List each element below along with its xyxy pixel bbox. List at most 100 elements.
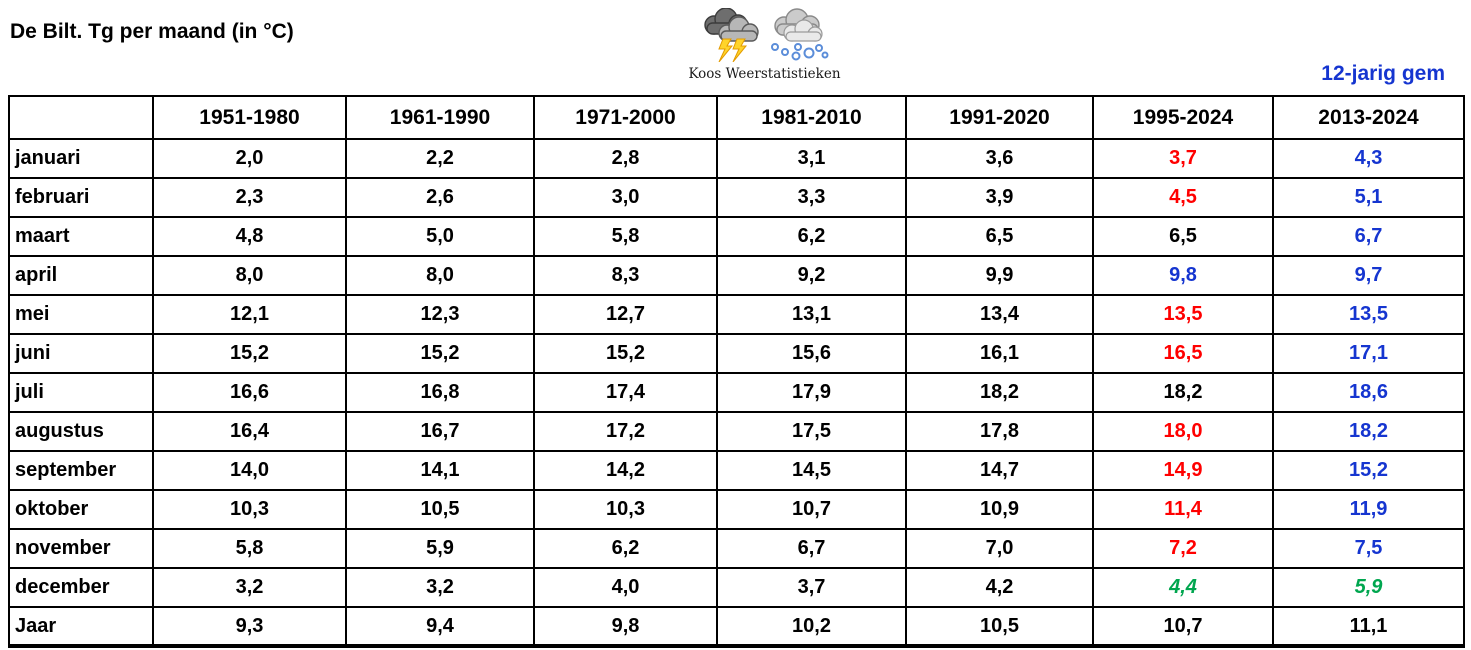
value-cell: 5,9 xyxy=(345,528,535,569)
value-cell: 3,7 xyxy=(716,567,907,608)
value-cell: 17,4 xyxy=(533,372,718,413)
row-label: september xyxy=(8,450,154,491)
value-cell: 6,5 xyxy=(905,216,1094,257)
value-cell: 11,1 xyxy=(1272,606,1465,647)
value-cell: 4,3 xyxy=(1272,138,1465,179)
value-cell: 3,7 xyxy=(1092,138,1274,179)
value-cell: 15,2 xyxy=(1272,450,1465,491)
value-cell: 16,5 xyxy=(1092,333,1274,374)
value-cell: 2,0 xyxy=(152,138,347,179)
value-cell: 10,3 xyxy=(533,489,718,530)
column-header: 1951-1980 xyxy=(152,95,347,140)
row-label: mei xyxy=(8,294,154,335)
value-cell: 12,1 xyxy=(152,294,347,335)
value-cell: 13,1 xyxy=(716,294,907,335)
value-cell: 11,4 xyxy=(1092,489,1274,530)
value-cell: 14,7 xyxy=(905,450,1094,491)
value-cell: 13,5 xyxy=(1092,294,1274,335)
row-label: december xyxy=(8,567,154,608)
value-cell: 14,9 xyxy=(1092,450,1274,491)
value-cell: 9,2 xyxy=(716,255,907,296)
value-cell: 3,6 xyxy=(905,138,1094,179)
value-cell: 18,6 xyxy=(1272,372,1465,413)
value-cell: 14,2 xyxy=(533,450,718,491)
table-row: juni 15,2 15,2 15,2 15,6 16,1 16,5 17,1 xyxy=(8,333,1465,374)
value-cell: 6,7 xyxy=(1272,216,1465,257)
value-cell: 17,8 xyxy=(905,411,1094,452)
value-cell: 18,2 xyxy=(1092,372,1274,413)
value-cell: 13,5 xyxy=(1272,294,1465,335)
value-cell: 17,9 xyxy=(716,372,907,413)
value-cell: 4,8 xyxy=(152,216,347,257)
value-cell: 4,2 xyxy=(905,567,1094,608)
column-header: 1971-2000 xyxy=(533,95,718,140)
value-cell: 14,1 xyxy=(345,450,535,491)
value-cell: 4,4 xyxy=(1092,567,1274,608)
value-cell: 15,2 xyxy=(152,333,347,374)
corner-cell xyxy=(8,95,154,140)
column-header: 1995-2024 xyxy=(1092,95,1274,140)
logo: Koos Weerstatistieken xyxy=(682,7,847,82)
row-label: april xyxy=(8,255,154,296)
value-cell: 9,8 xyxy=(1092,255,1274,296)
value-cell: 10,5 xyxy=(345,489,535,530)
value-cell: 15,2 xyxy=(533,333,718,374)
value-cell: 10,3 xyxy=(152,489,347,530)
twelve-year-avg-label: 12-jarig gem xyxy=(1321,62,1445,85)
value-cell: 10,5 xyxy=(905,606,1094,647)
value-cell: 10,7 xyxy=(716,489,907,530)
value-cell: 18,2 xyxy=(1272,411,1465,452)
value-cell: 3,1 xyxy=(716,138,907,179)
value-cell: 10,2 xyxy=(716,606,907,647)
value-cell: 3,9 xyxy=(905,177,1094,218)
value-cell: 8,3 xyxy=(533,255,718,296)
value-cell: 16,8 xyxy=(345,372,535,413)
value-cell: 16,4 xyxy=(152,411,347,452)
value-cell: 6,5 xyxy=(1092,216,1274,257)
value-cell: 16,7 xyxy=(345,411,535,452)
value-cell: 6,2 xyxy=(533,528,718,569)
value-cell: 8,0 xyxy=(345,255,535,296)
value-cell: 11,9 xyxy=(1272,489,1465,530)
value-cell: 5,8 xyxy=(152,528,347,569)
value-cell: 2,6 xyxy=(345,177,535,218)
value-cell: 2,2 xyxy=(345,138,535,179)
value-cell: 4,5 xyxy=(1092,177,1274,218)
value-cell: 3,2 xyxy=(345,567,535,608)
table-row: augustus 16,4 16,7 17,2 17,5 17,8 18,0 18,2 xyxy=(8,411,1465,452)
value-cell: 14,0 xyxy=(152,450,347,491)
row-label: augustus xyxy=(8,411,154,452)
value-cell: 3,2 xyxy=(152,567,347,608)
value-cell: 6,2 xyxy=(716,216,907,257)
row-label: maart xyxy=(8,216,154,257)
column-header: 2013-2024 xyxy=(1272,95,1465,140)
value-cell: 10,9 xyxy=(905,489,1094,530)
row-label: november xyxy=(8,528,154,569)
column-header: 1981-2010 xyxy=(716,95,907,140)
value-cell: 16,6 xyxy=(152,372,347,413)
value-cell: 6,7 xyxy=(716,528,907,569)
row-label: oktober xyxy=(8,489,154,530)
row-label: Jaar xyxy=(8,606,154,647)
value-cell: 17,5 xyxy=(716,411,907,452)
row-label: juni xyxy=(8,333,154,374)
column-header: 1961-1990 xyxy=(345,95,535,140)
value-cell: 15,2 xyxy=(345,333,535,374)
value-cell: 14,5 xyxy=(716,450,907,491)
value-cell: 18,2 xyxy=(905,372,1094,413)
logo-caption: Koos Weerstatistieken xyxy=(688,66,841,82)
table-row: juli 16,6 16,8 17,4 17,9 18,2 18,2 18,6 xyxy=(8,372,1465,413)
value-cell: 3,3 xyxy=(716,177,907,218)
value-cell: 12,7 xyxy=(533,294,718,335)
header-row: 1951-1980 1961-1990 1971-2000 1981-2010 1991… xyxy=(8,95,1465,140)
value-cell: 7,5 xyxy=(1272,528,1465,569)
column-header: 1991-2020 xyxy=(905,95,1094,140)
value-cell: 18,0 xyxy=(1092,411,1274,452)
table-row: maart 4,8 5,0 5,8 6,2 6,5 6,5 6,7 xyxy=(8,216,1465,257)
value-cell: 17,2 xyxy=(533,411,718,452)
page-title: De Bilt. Tg per maand (in °C) xyxy=(10,20,294,43)
value-cell: 2,3 xyxy=(152,177,347,218)
stats-table: 1951-1980 1961-1990 1971-2000 1981-2010 1991… xyxy=(8,95,1465,648)
value-cell: 3,0 xyxy=(533,177,718,218)
table-row: oktober 10,3 10,5 10,3 10,7 10,9 11,4 11,9 xyxy=(8,489,1465,530)
